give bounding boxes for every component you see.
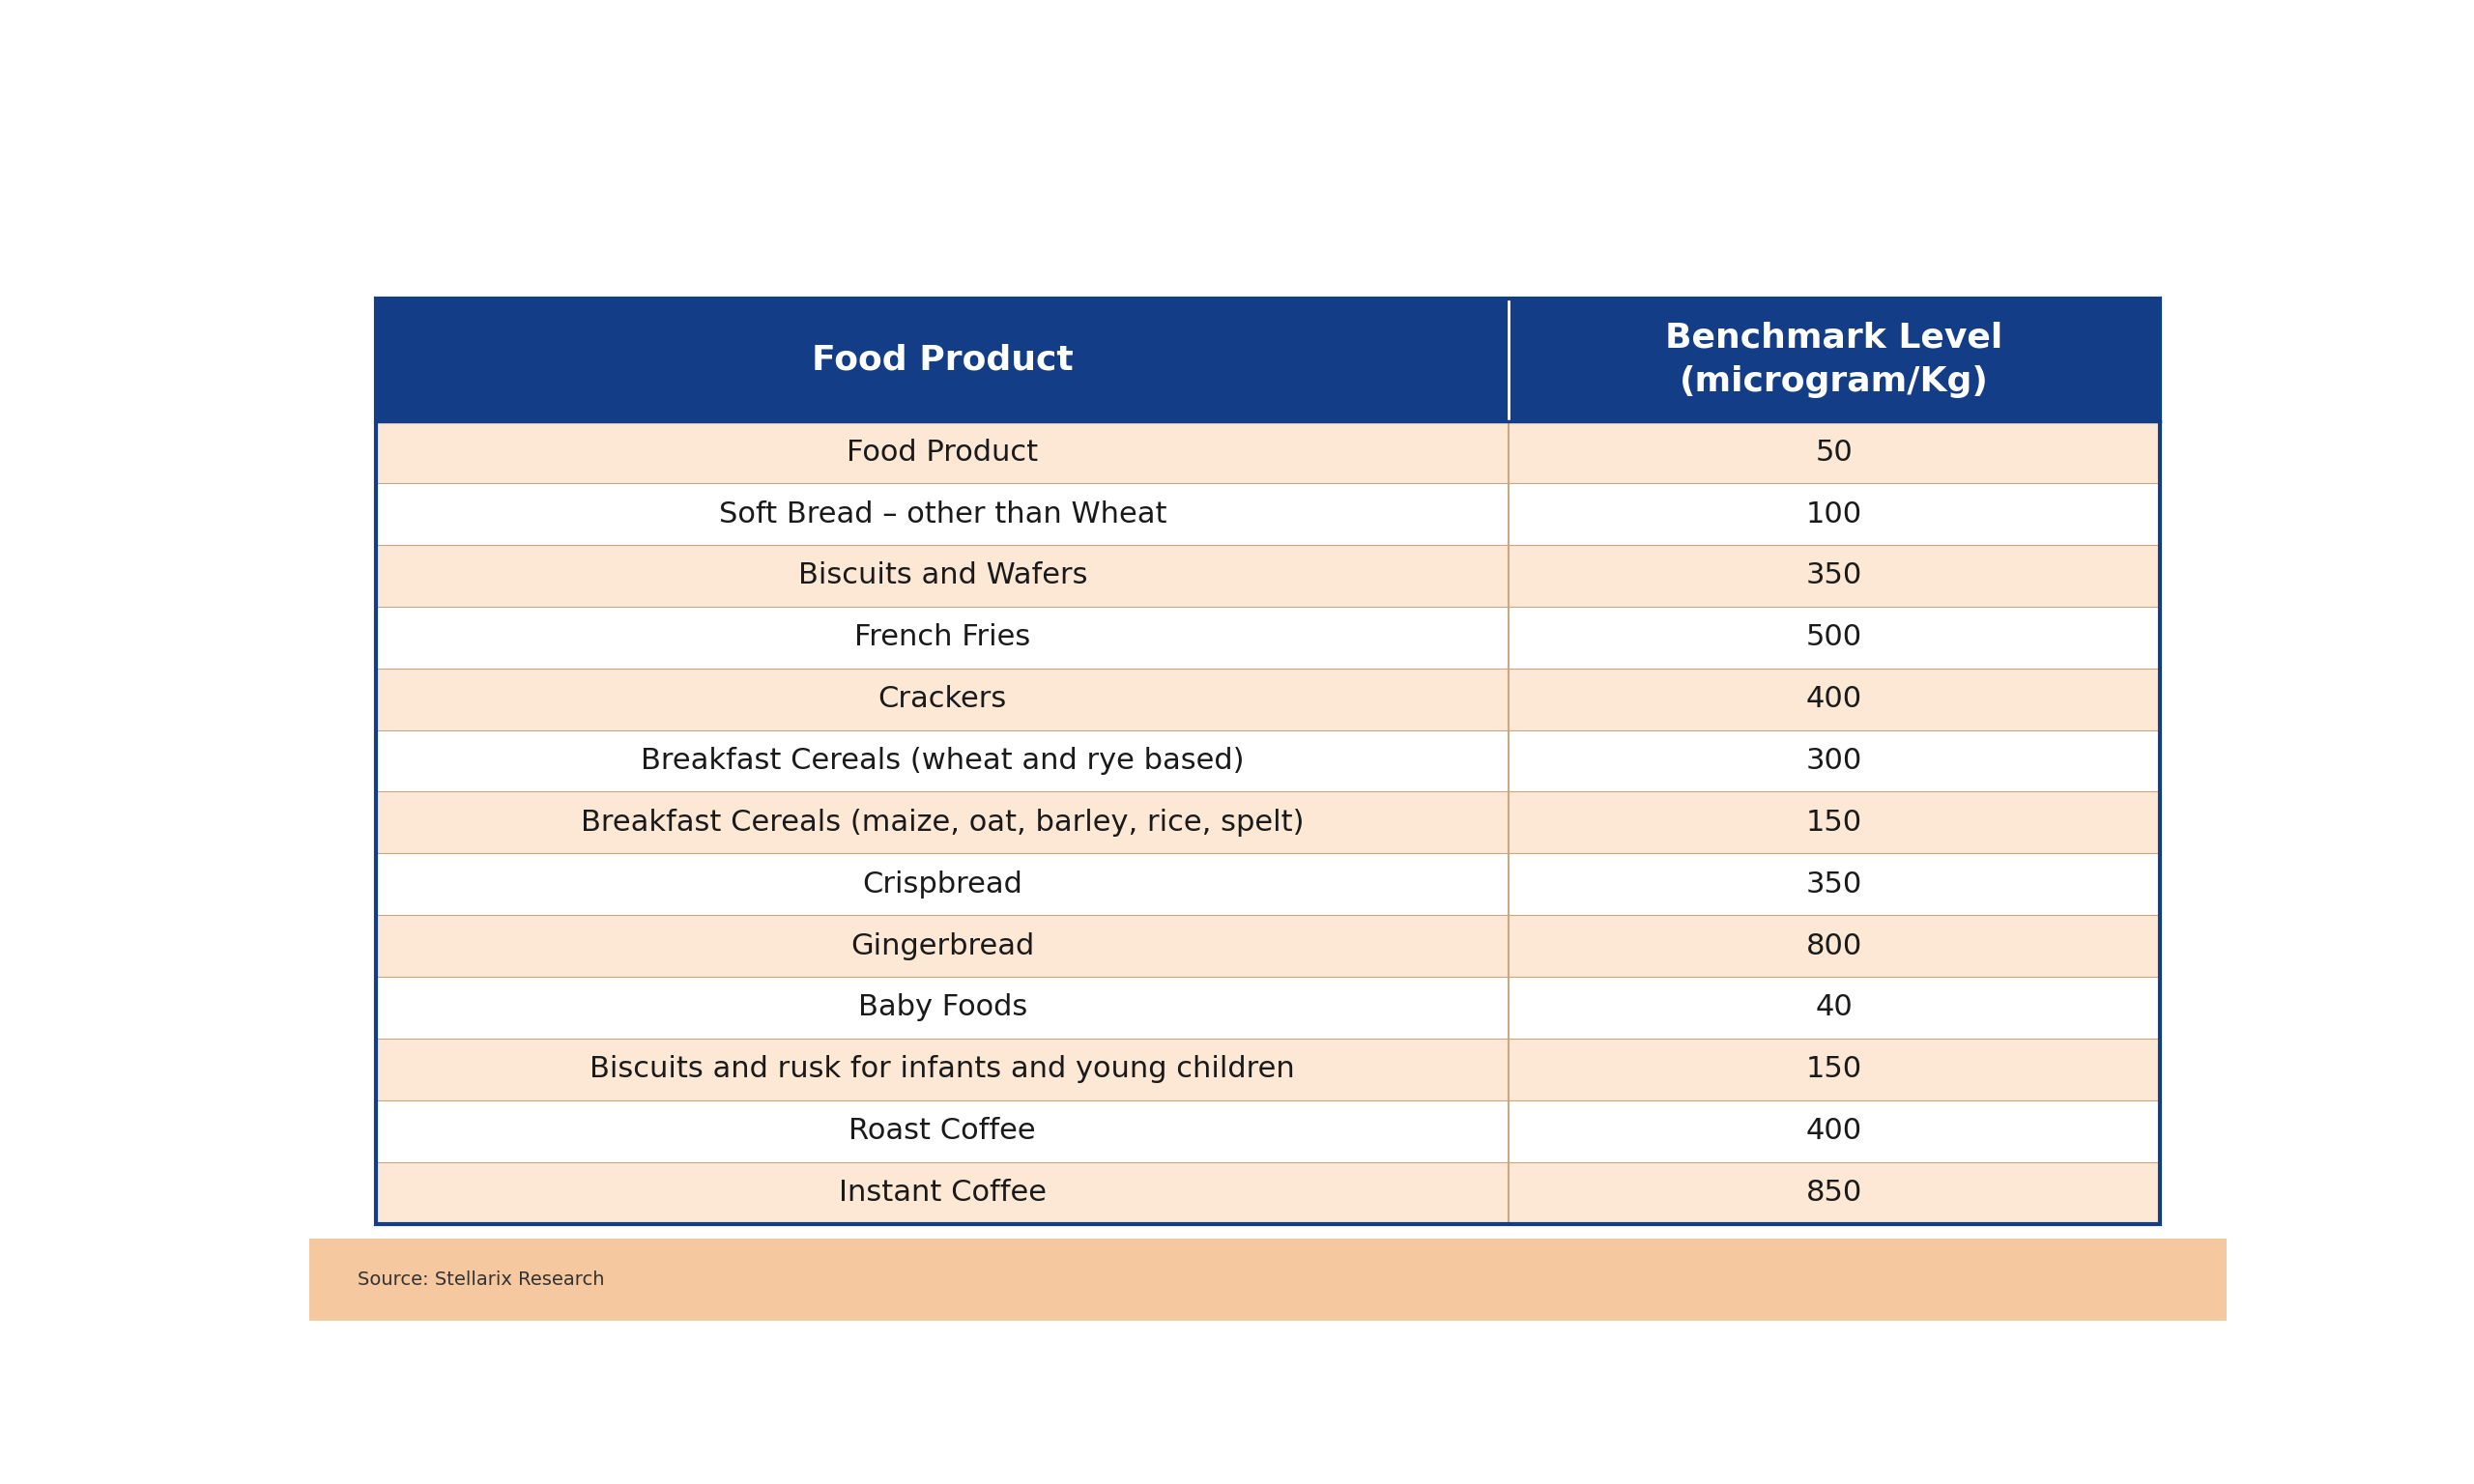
Text: Breakfast Cereals (wheat and rye based): Breakfast Cereals (wheat and rye based) <box>641 746 1244 775</box>
FancyBboxPatch shape <box>376 1162 1509 1224</box>
Text: Food Product: Food Product <box>846 438 1039 466</box>
FancyBboxPatch shape <box>1509 976 2160 1039</box>
FancyBboxPatch shape <box>376 791 1509 853</box>
Text: 50: 50 <box>1816 438 1853 466</box>
Text: Biscuits and Wafers: Biscuits and Wafers <box>797 562 1086 589</box>
FancyBboxPatch shape <box>1509 1039 2160 1100</box>
FancyBboxPatch shape <box>1509 791 2160 853</box>
Text: Instant Coffee: Instant Coffee <box>839 1178 1047 1206</box>
FancyBboxPatch shape <box>1509 298 2160 421</box>
FancyBboxPatch shape <box>376 1100 1509 1162</box>
FancyBboxPatch shape <box>1509 730 2160 791</box>
FancyBboxPatch shape <box>1509 1100 2160 1162</box>
Text: Crispbread: Crispbread <box>863 870 1022 898</box>
FancyBboxPatch shape <box>376 668 1509 730</box>
Text: Crackers: Crackers <box>878 686 1007 714</box>
FancyBboxPatch shape <box>376 1039 1509 1100</box>
FancyBboxPatch shape <box>376 484 1509 545</box>
FancyBboxPatch shape <box>1509 484 2160 545</box>
FancyBboxPatch shape <box>1509 916 2160 976</box>
FancyBboxPatch shape <box>376 916 1509 976</box>
Text: Breakfast Cereals (maize, oat, barley, rice, spelt): Breakfast Cereals (maize, oat, barley, r… <box>581 809 1304 837</box>
Text: 100: 100 <box>1806 500 1863 528</box>
FancyBboxPatch shape <box>309 1239 2227 1321</box>
Text: 40: 40 <box>1816 994 1853 1021</box>
FancyBboxPatch shape <box>376 853 1509 916</box>
Text: Baby Foods: Baby Foods <box>858 994 1027 1021</box>
Text: 400: 400 <box>1806 686 1863 714</box>
FancyBboxPatch shape <box>1509 607 2160 668</box>
Text: 300: 300 <box>1806 746 1863 775</box>
Text: Source: Stellarix Research: Source: Stellarix Research <box>356 1270 604 1288</box>
Text: 500: 500 <box>1806 623 1863 651</box>
Text: Soft Bread – other than Wheat: Soft Bread – other than Wheat <box>717 500 1165 528</box>
FancyBboxPatch shape <box>376 298 1509 421</box>
FancyBboxPatch shape <box>1509 545 2160 607</box>
Text: Benchmark Level
(microgram/Kg): Benchmark Level (microgram/Kg) <box>1665 322 2004 398</box>
Text: 350: 350 <box>1806 562 1863 589</box>
Text: Gingerbread: Gingerbread <box>851 932 1034 960</box>
Text: 850: 850 <box>1806 1178 1863 1206</box>
FancyBboxPatch shape <box>376 607 1509 668</box>
FancyBboxPatch shape <box>1509 1162 2160 1224</box>
FancyBboxPatch shape <box>1509 668 2160 730</box>
Text: 150: 150 <box>1806 1055 1863 1083</box>
Text: Biscuits and rusk for infants and young children: Biscuits and rusk for infants and young … <box>589 1055 1294 1083</box>
Text: Roast Coffee: Roast Coffee <box>849 1117 1037 1146</box>
FancyBboxPatch shape <box>376 976 1509 1039</box>
Text: 350: 350 <box>1806 870 1863 898</box>
Text: Food Product: Food Product <box>811 343 1074 375</box>
Text: French Fries: French Fries <box>854 623 1032 651</box>
Text: 800: 800 <box>1806 932 1863 960</box>
FancyBboxPatch shape <box>376 730 1509 791</box>
FancyBboxPatch shape <box>376 545 1509 607</box>
FancyBboxPatch shape <box>1509 853 2160 916</box>
FancyBboxPatch shape <box>1509 421 2160 484</box>
FancyBboxPatch shape <box>376 421 1509 484</box>
Text: 400: 400 <box>1806 1117 1863 1146</box>
Text: 150: 150 <box>1806 809 1863 837</box>
